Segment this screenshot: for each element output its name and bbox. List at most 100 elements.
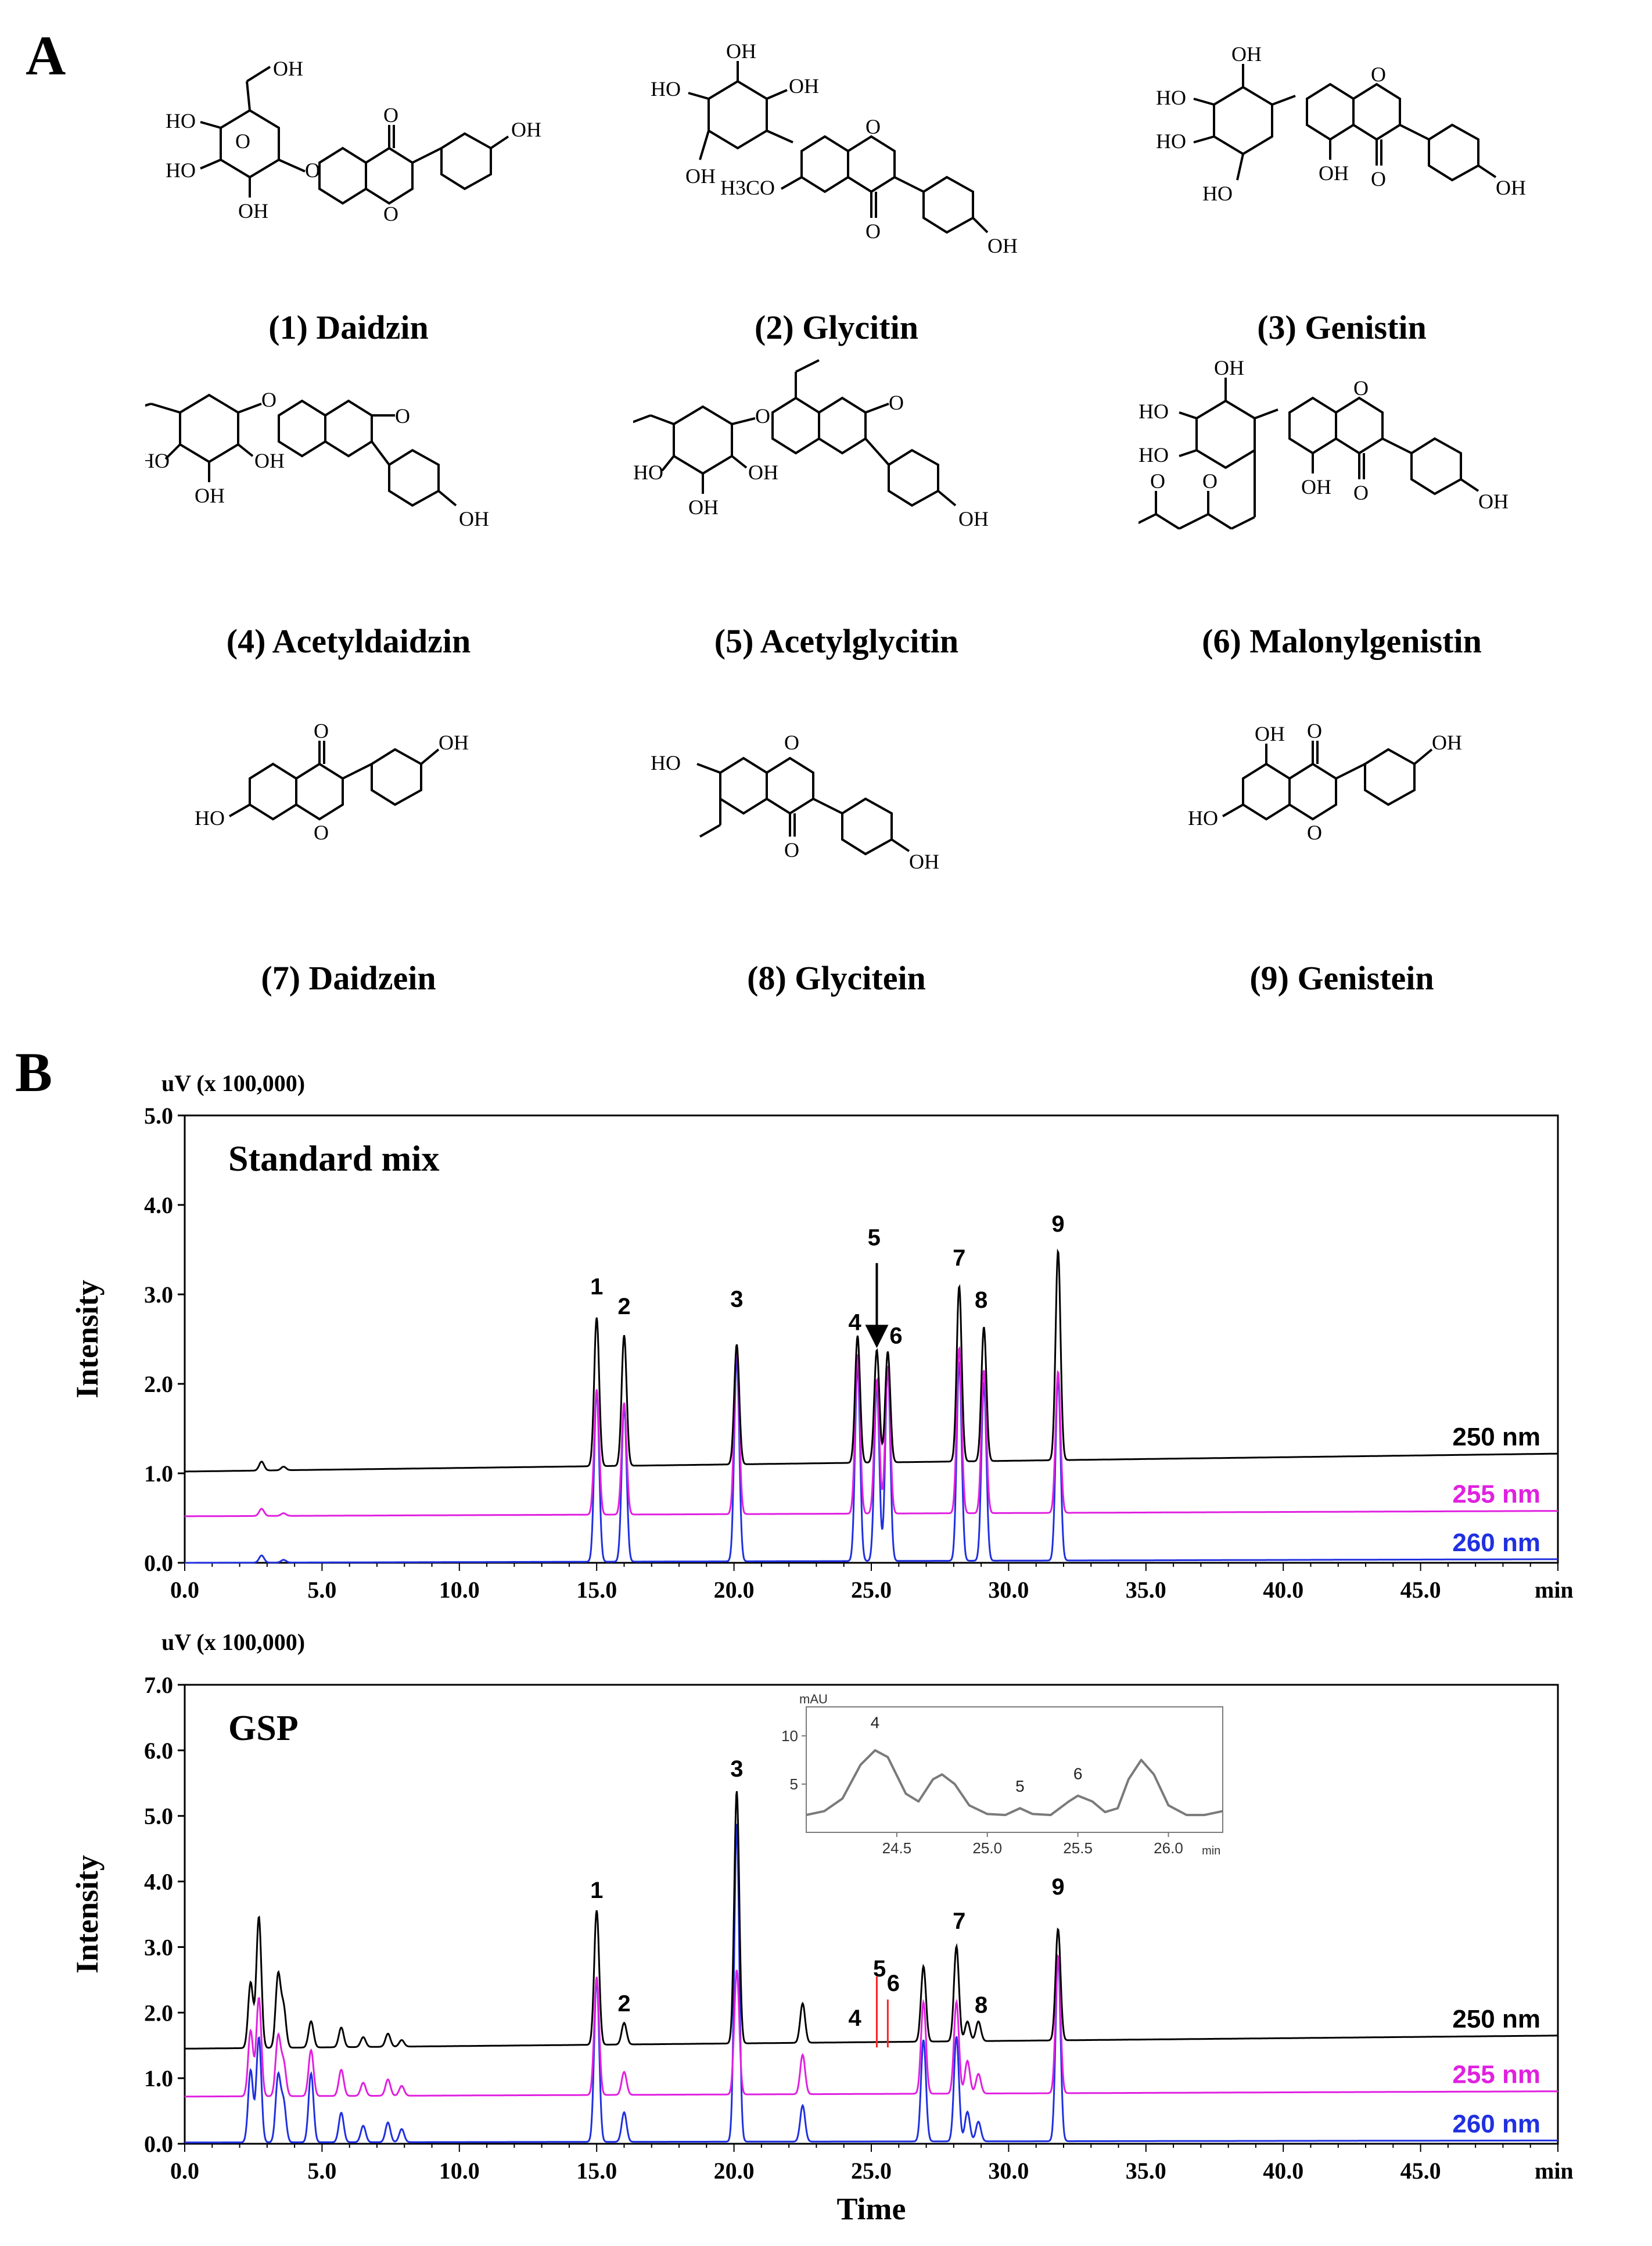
trace-255nm [185,1344,1558,1517]
compound-label: (5) Acetylglycitin [714,622,959,660]
peak-label: 1 [590,1274,603,1300]
svg-text:O: O [1353,481,1369,504]
svg-text:O: O [865,115,881,138]
acetyldaidzin-sub-0: HO [145,449,170,472]
y-tick-label: 0.0 [144,1550,173,1576]
svg-text:O: O [305,159,320,182]
arrow-head [865,1325,889,1348]
chart-gsp-svg: uV (x 100,000) 0.0 1.0 2.0 3.0 4.0 5.0 6.0 7.0 0.… [70,1629,1574,2226]
genistein-sub-2: HO [1188,806,1218,830]
svg-text:O: O [383,202,398,225]
peak-label: 5 [868,1225,881,1250]
inset-trace [806,1749,1223,1817]
x-tick-label: 5.0 [307,2158,336,2184]
inset-x-tick-label: 26.0 [1154,1839,1183,1857]
x-axis-label: Time [837,2191,906,2226]
y-axis-label: Intensity [70,1280,105,1398]
x-tick-label: 10.0 [439,1577,480,1603]
peak-label: 9 [1051,1874,1064,1900]
x-tick-label: 40.0 [1263,1577,1303,1603]
inset-frame [806,1706,1223,1833]
svg-text:O: O [755,404,770,428]
trace-250nm [185,1248,1558,1473]
svg-text:O: O [395,404,410,428]
x-tick-label: 0.0 [170,2158,199,2184]
inset-x-tick-label: 25.0 [972,1839,1002,1857]
panel-label-b: B [15,1041,53,1103]
y-tick-label: 1.0 [144,2065,173,2091]
malonylgenistin-sub-2: HO [1139,443,1169,467]
compound-label: (6) Malonylgenistin [1202,622,1482,660]
y-unit-label: uV (x 100,000) [161,1629,305,1655]
y-tick-label: 4.0 [144,1869,173,1895]
genistin-sub-1: HO [1156,86,1186,109]
inset-y-tick-label: 5 [790,1775,798,1793]
inset-y-tick-label: 10 [781,1727,798,1745]
compound-label: (8) Glycitein [747,959,926,997]
series-label: 255 nm [1452,1480,1540,1509]
glycitin-sub-3: OH [685,164,716,188]
inset-peak-label: 6 [1073,1765,1083,1783]
y-tick-label: 5.0 [144,1103,173,1129]
daidzin-sub-1: HO [166,109,196,132]
svg-text:O: O [1371,167,1386,191]
x-tick-label: 40.0 [1263,2158,1303,2184]
svg-text:O: O [784,838,799,862]
daidzein-sub-1: HO [195,806,225,830]
chromatogram-standard-mix: uV (x 100,000) 0.0 1.0 2.0 3.0 4.0 5.0 0.0 5.0 10… [0,1063,1652,1621]
svg-text:O: O [314,821,329,844]
compound-genistin: OH HO HO HO OH OH O O (3) Genistin [1139,35,1545,360]
series-label: 260 nm [1452,1529,1540,1557]
malonylgenistin-sub-4: OH [1301,475,1331,498]
daidzin-sub-2: HO [166,159,196,182]
y-axis-label: Intensity [70,1855,105,1974]
daidzin-sub-0: OH [273,57,303,80]
x-unit-label: min [1535,1577,1574,1603]
x-tick-label: 35.0 [1126,2158,1166,2184]
compound-genistein: OH OH HO O O (9) Genistein [1139,686,1545,1011]
compound-label: (4) Acetyldaidzin [226,622,471,660]
trace-255nm [185,1954,1558,2098]
compound-label: (7) Daidzein [261,959,436,997]
daidzin-sub-4: OH [511,118,541,141]
compound-acetylglycitin: HO OH OH OH O O (5) Acetylglycitin [633,349,1040,674]
x-unit-label: min [1535,2158,1574,2184]
peak-label: 7 [953,1246,965,1271]
glycitein-sub-0: HO [651,751,681,774]
acetyldaidzin-sub-1: OH [254,449,285,472]
genistin-sub-4: OH [1319,162,1349,185]
chart-title: Standard mix [228,1139,439,1179]
acetylglycitin-structure: HO OH OH OH O O [633,359,989,530]
svg-text:O: O [261,388,276,411]
x-tick-label: 45.0 [1400,1577,1441,1603]
malonylgenistin-sub-0: OH [1214,356,1244,379]
chart-standard-mix-svg: uV (x 100,000) 0.0 1.0 2.0 3.0 4.0 5.0 0.0 5.0 10… [70,1070,1574,1603]
genistin-structure: OH HO HO HO OH OH O O [1156,42,1526,205]
trace-260nm [185,1355,1558,1564]
compound-glycitein: HO OH O O (8) Glycitein [633,686,1040,1011]
peak-label: 2 [617,1991,630,2017]
y-tick-label: 5.0 [144,1803,173,1829]
x-tick-label: 35.0 [1126,1577,1166,1603]
glycitin-sub-1: HO [651,77,681,101]
daidzein-structure: OH HO O O [195,719,469,844]
peak-label: 4 [849,2005,862,2031]
compound-acetyldaidzin: HO OH OH OH O O (4) Acetyldaidzin [145,349,552,674]
compound-label: (3) Genistin [1257,308,1427,346]
inset-x-tick-label: 24.5 [882,1839,912,1857]
inset-chromatogram: mAU 5 10 24.5 25.0 25.5 26.0 min 4 5 6 [781,1692,1223,1857]
x-tick-label: 15.0 [576,2158,617,2184]
genistin-sub-2: HO [1156,130,1186,153]
glycitin-structure: OH HO OH OH H3CO OH O O [651,40,1018,257]
compound-label: (1) Daidzin [268,308,429,346]
series-label: 250 nm [1452,1423,1540,1451]
series-label: 250 nm [1452,2005,1540,2033]
acetylglycitin-sub-1: OH [748,461,778,484]
genistin-sub-0: OH [1231,42,1262,66]
daidzin-structure: OH HO HO OH OH O O O O [166,57,541,225]
acetylglycitin-sub-0: HO [633,461,663,484]
inset-x-unit: min [1202,1845,1220,1857]
inset-y-unit: mAU [799,1692,828,1706]
compound-label: (9) Genistein [1249,959,1434,997]
x-tick-label: 20.0 [714,2158,755,2184]
